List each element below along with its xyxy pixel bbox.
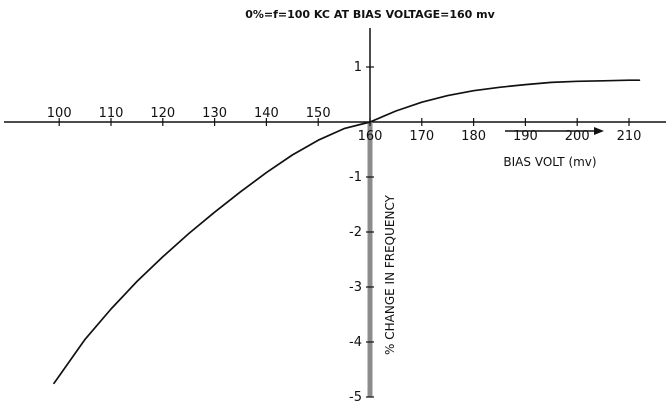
axes bbox=[4, 28, 666, 398]
y-tick-label: -4 bbox=[349, 335, 362, 350]
x-tick-label: 160 bbox=[358, 129, 383, 144]
y-tick-labels: 1 -1 -2 -3 -4 -5 bbox=[349, 60, 362, 404]
x-tick-label: 140 bbox=[254, 106, 279, 121]
x-tick-label: 100 bbox=[47, 106, 72, 121]
x-tick-label: 200 bbox=[565, 129, 590, 144]
x-tick-label: 180 bbox=[461, 129, 486, 144]
x-tick-label: 190 bbox=[513, 129, 538, 144]
chart-title: 0%=f=100 KC AT BIAS VOLTAGE=160 mv bbox=[245, 8, 495, 21]
x-tick-label: 130 bbox=[202, 106, 227, 121]
y-axis-label: % CHANGE IN FREQUENCY bbox=[383, 194, 397, 355]
x-tick-label: 210 bbox=[617, 129, 642, 144]
x-tick-label: 110 bbox=[99, 106, 124, 121]
y-tick-label: -3 bbox=[349, 280, 362, 295]
series-layer bbox=[53, 79, 641, 385]
x-tick-labels: 100 110 120 130 140 150 160 170 180 190 200 210 bbox=[47, 106, 642, 144]
x-tick-label: 120 bbox=[150, 106, 175, 121]
x-axis-label: BIAS VOLT (mv) bbox=[503, 155, 596, 169]
x-tick-label: 170 bbox=[409, 129, 434, 144]
x-axis-arrow-head bbox=[594, 127, 604, 135]
series-line bbox=[53, 79, 641, 385]
y-tick-label: -1 bbox=[349, 170, 362, 185]
y-tick-label: -2 bbox=[349, 225, 362, 240]
y-tick-label: 1 bbox=[354, 60, 362, 75]
x-tick-label: 150 bbox=[306, 106, 331, 121]
y-tick-label: -5 bbox=[349, 390, 362, 404]
